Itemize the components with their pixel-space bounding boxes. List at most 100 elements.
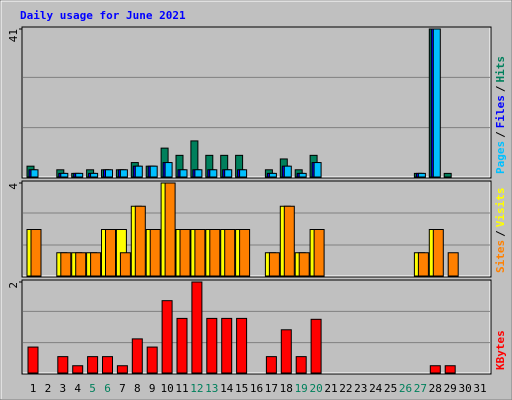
legend: Pages / Files / Hits	[494, 56, 507, 174]
bar	[87, 356, 99, 374]
bar	[444, 365, 456, 374]
bar	[295, 356, 307, 374]
bar	[443, 172, 452, 178]
bar	[149, 165, 158, 178]
bar	[313, 229, 325, 277]
bar	[209, 229, 221, 277]
bar	[224, 229, 236, 277]
bar	[239, 169, 248, 178]
y-tick-label: 4	[7, 183, 20, 190]
x-tick-label: 18	[280, 382, 293, 395]
x-tick-label: 19	[295, 382, 308, 395]
x-tick-label: 6	[104, 382, 111, 395]
x-tick-label: 14	[220, 382, 234, 395]
x-tick-label: 30	[458, 382, 471, 395]
bar	[60, 172, 69, 178]
bar	[116, 365, 128, 374]
bar	[432, 229, 444, 277]
x-tick-label: 8	[134, 382, 141, 395]
bar	[131, 338, 143, 374]
bar	[102, 356, 113, 374]
x-tick-label: 26	[399, 382, 412, 395]
bar	[60, 252, 72, 277]
bar	[298, 172, 307, 178]
bar	[149, 229, 161, 277]
y-tick-label: 41	[7, 29, 20, 42]
panel	[21, 26, 492, 179]
bar	[176, 317, 188, 374]
x-tick-label: 9	[149, 382, 156, 395]
x-tick-label: 24	[369, 382, 383, 395]
y-tick-label: 2	[7, 282, 20, 289]
bar	[224, 169, 233, 178]
bar	[90, 172, 99, 178]
legend-entry: Files	[494, 95, 507, 128]
bar	[209, 169, 218, 178]
x-tick-label: 12	[190, 382, 203, 395]
bar	[75, 252, 87, 277]
bar	[447, 252, 459, 277]
bar	[119, 252, 131, 277]
bar	[161, 300, 173, 374]
x-tick-label: 23	[354, 382, 367, 395]
bar	[310, 318, 322, 374]
bar	[417, 252, 429, 277]
bar	[265, 356, 277, 374]
bar	[417, 172, 426, 178]
legend-entry: Sites	[494, 240, 507, 273]
x-tick-label: 1	[30, 382, 37, 395]
legend-separator: /	[494, 85, 507, 92]
x-tick-label: 22	[339, 382, 352, 395]
bar	[283, 205, 295, 277]
bar	[179, 229, 191, 277]
bar	[164, 162, 173, 178]
bar	[134, 165, 143, 178]
legend-separator: /	[494, 131, 507, 138]
bar	[298, 252, 310, 277]
chart-title: Daily usage for June 2021	[20, 9, 186, 22]
x-tick-label: 3	[59, 382, 66, 395]
bar	[194, 169, 203, 178]
bar	[72, 365, 84, 374]
x-tick-label: 4	[74, 382, 81, 395]
x-tick-label: 5	[89, 382, 96, 395]
bar	[134, 205, 146, 277]
bar	[27, 346, 39, 374]
bar	[191, 281, 203, 374]
x-tick-label: 31	[473, 382, 486, 395]
bar	[57, 356, 69, 374]
bar	[75, 172, 84, 178]
bar	[146, 346, 158, 374]
legend-entry: KBytes	[494, 330, 507, 370]
legend: Sites / Visits	[494, 188, 507, 274]
bar	[313, 162, 322, 178]
bar	[236, 317, 248, 374]
panel	[21, 279, 492, 375]
x-tick-label: 25	[384, 382, 397, 395]
bar	[194, 229, 206, 277]
bar	[280, 329, 292, 374]
x-tick-label: 2	[45, 382, 52, 395]
legend-entry: Visits	[494, 188, 507, 228]
bar	[30, 169, 39, 178]
x-tick-label: 28	[429, 382, 442, 395]
legend-entry: Hits	[494, 56, 507, 83]
x-tick-label: 27	[414, 382, 427, 395]
bar	[179, 169, 188, 178]
bar	[429, 365, 441, 374]
bar	[206, 317, 218, 374]
x-tick-label: 10	[160, 382, 173, 395]
legend-separator: /	[494, 230, 507, 237]
legend-entry: Pages	[494, 141, 507, 174]
bar	[239, 229, 251, 277]
bar	[164, 182, 176, 277]
x-tick-label: 17	[265, 382, 278, 395]
legend: KBytes	[494, 330, 507, 370]
bar	[268, 172, 277, 178]
bar	[105, 169, 113, 178]
x-tick-label: 13	[205, 382, 218, 395]
x-tick-label: 21	[324, 382, 337, 395]
bar	[30, 229, 42, 277]
